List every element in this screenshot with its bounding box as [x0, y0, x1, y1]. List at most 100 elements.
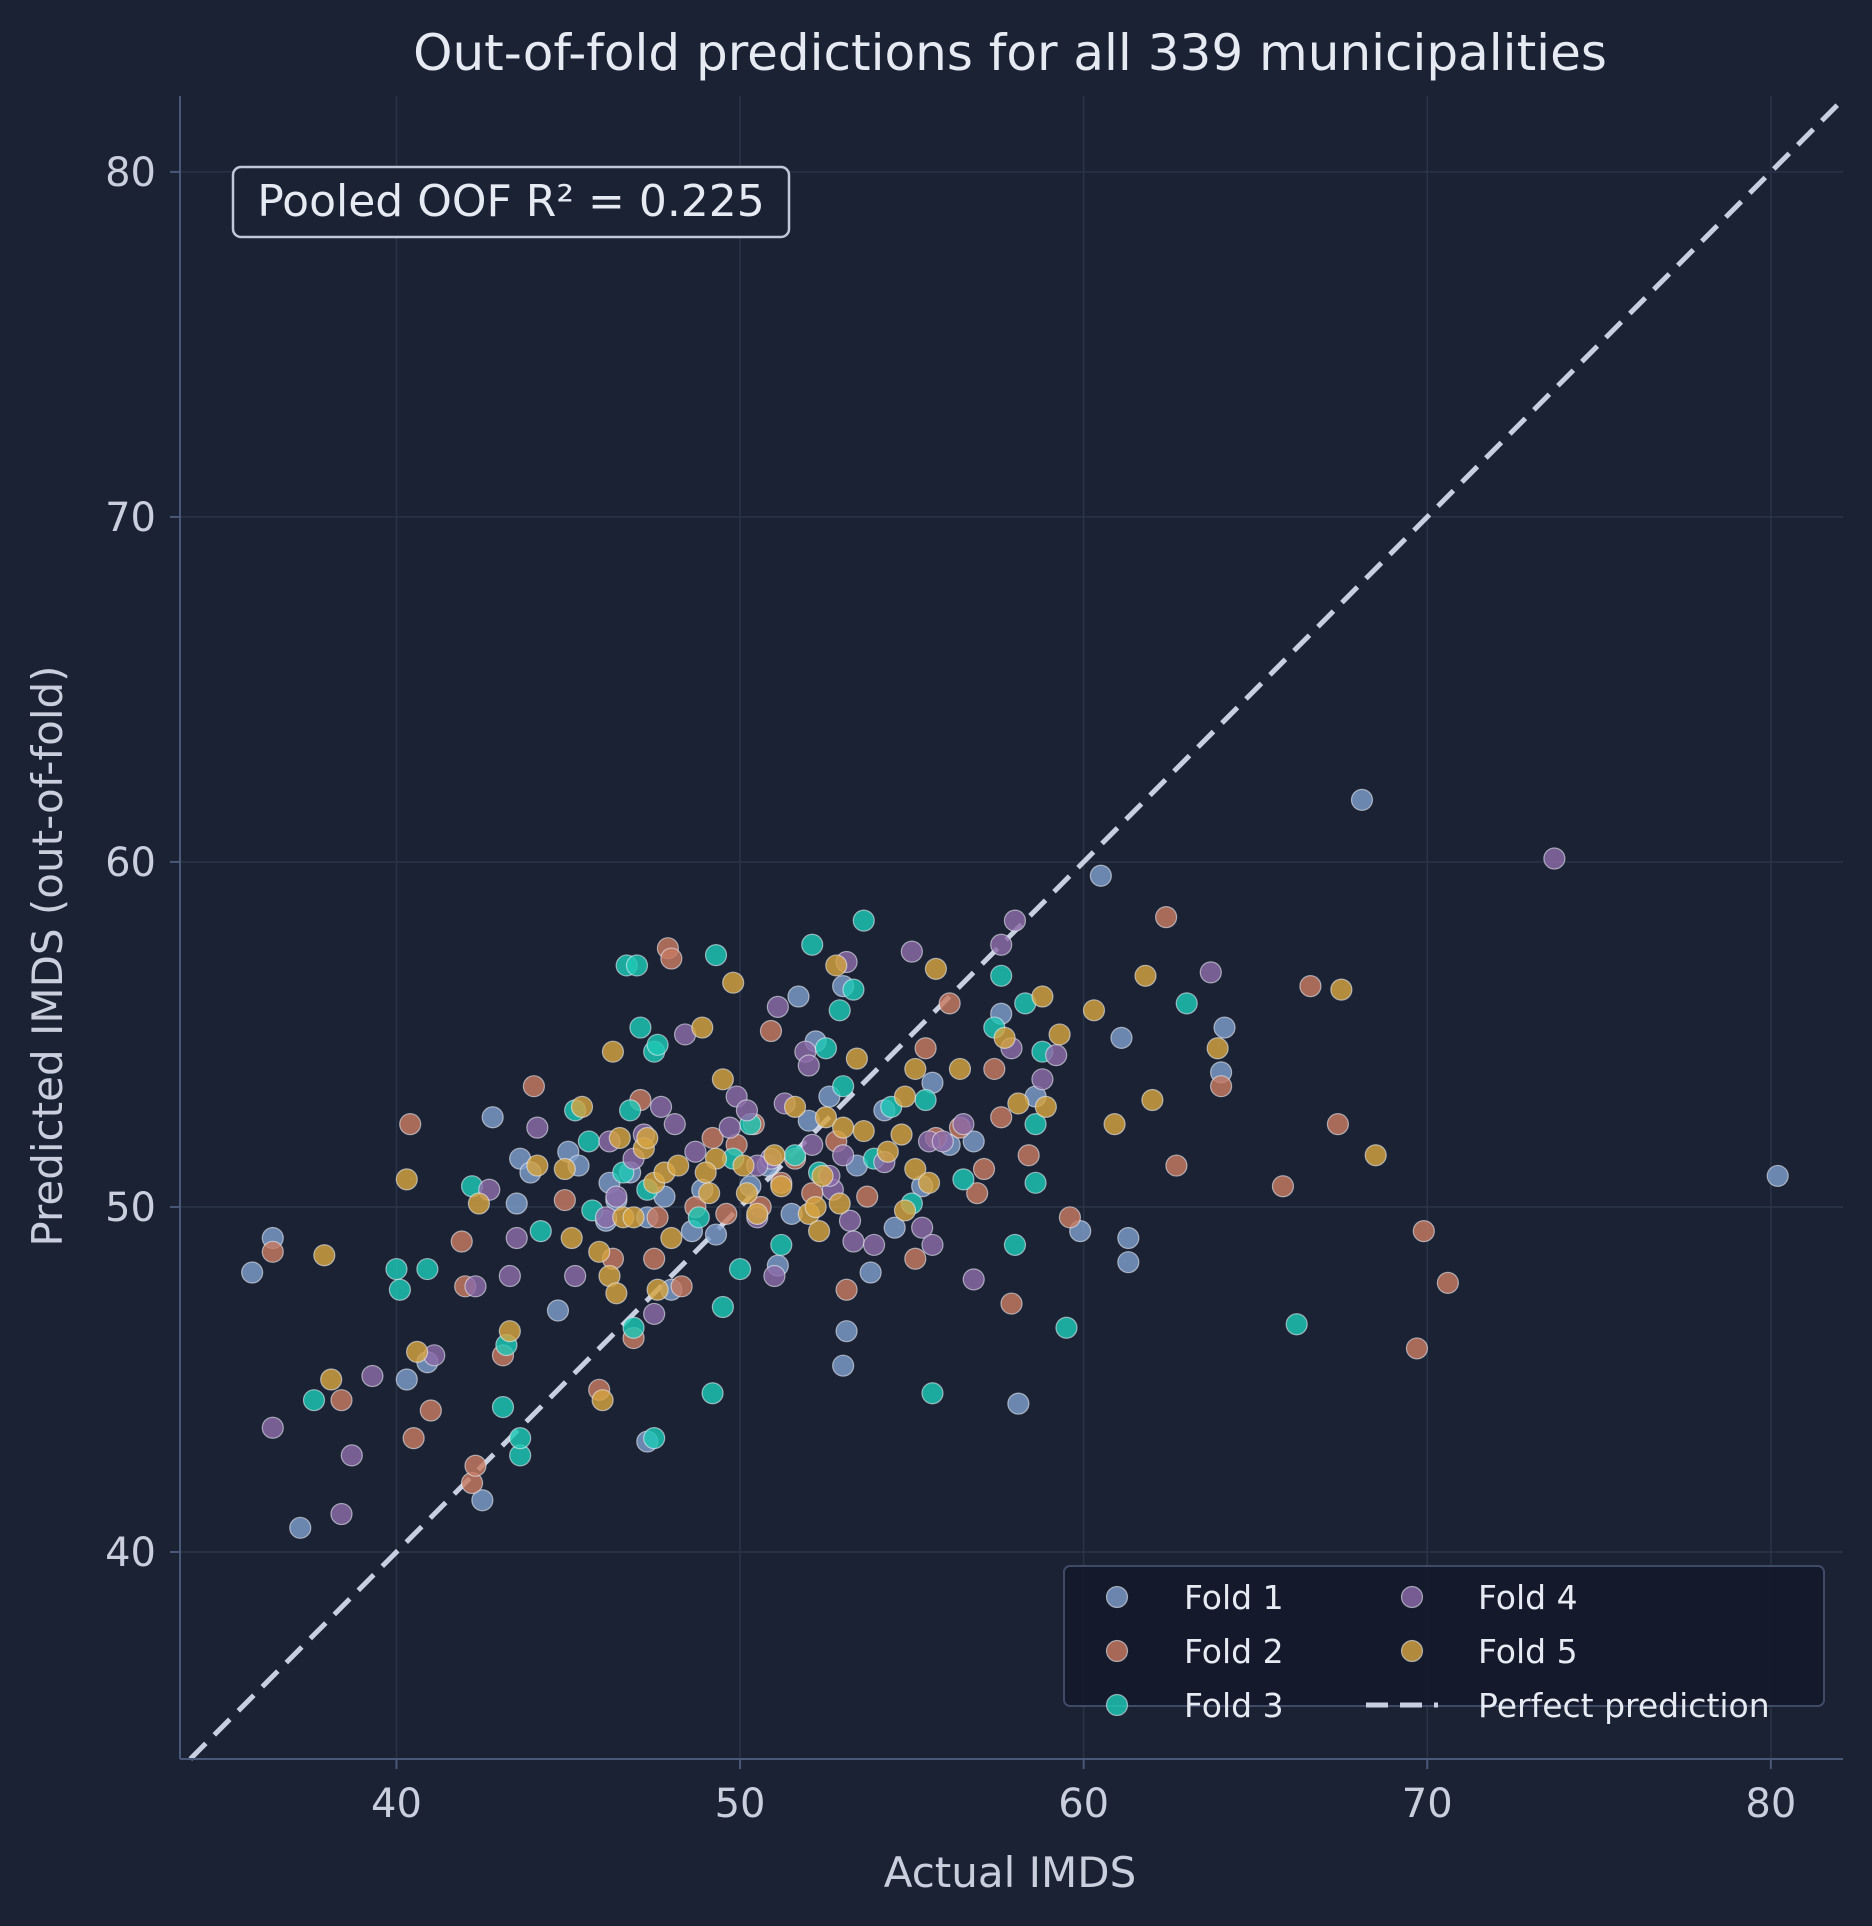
data-point [1436, 1271, 1459, 1294]
data-point [1271, 1175, 1295, 1198]
data-point [1045, 1044, 1068, 1067]
data-point [660, 1226, 683, 1250]
data-point [1003, 909, 1027, 932]
data-point [330, 1502, 353, 1526]
data-point [921, 1382, 944, 1405]
data-point [1024, 1171, 1047, 1194]
data-point [395, 1368, 418, 1391]
data-point [643, 1427, 666, 1450]
data-point [835, 1278, 858, 1301]
data-point [763, 1144, 786, 1167]
data-point [1326, 1113, 1350, 1136]
data-point [1285, 1313, 1308, 1336]
data-point [990, 964, 1013, 987]
data-point [832, 1116, 855, 1139]
data-point [646, 1206, 669, 1229]
data-point [313, 1244, 336, 1267]
data-point [845, 1047, 868, 1070]
data-point [649, 1095, 673, 1119]
data-point [505, 1226, 528, 1250]
x-tick-label: 80 [1745, 1781, 1796, 1827]
data-point [859, 1261, 882, 1284]
y-tick-label: 60 [105, 840, 156, 886]
data-point [625, 954, 649, 977]
data-point [893, 1085, 917, 1108]
data-point [924, 957, 948, 981]
data-point [1175, 992, 1198, 1015]
data-point [801, 1133, 824, 1156]
data-point [498, 1264, 521, 1288]
data-point [402, 1427, 425, 1450]
data-point [1000, 1292, 1023, 1315]
data-point [560, 1226, 583, 1250]
data-point [1543, 847, 1566, 870]
data-point [471, 1489, 494, 1512]
data-point [694, 1161, 717, 1184]
legend: Fold 1 Fold 2 Fold 3 Fold 4 Fold 5 Perfect pr… [1063, 1565, 1825, 1725]
data-point [1034, 1095, 1057, 1119]
data-point [1206, 1037, 1229, 1060]
y-tick-label: 40 [105, 1530, 156, 1576]
data-point [1213, 1016, 1236, 1039]
data-point [553, 1188, 576, 1212]
data-point [811, 1164, 834, 1188]
data-point [732, 1154, 755, 1177]
data-point [787, 985, 810, 1008]
legend-label: Fold 2 [1184, 1632, 1284, 1671]
data-point [450, 1230, 473, 1253]
data-point [588, 1240, 611, 1263]
data-point [522, 1075, 546, 1098]
data-point [395, 1168, 418, 1191]
data-point [670, 1275, 693, 1298]
data-point [890, 1123, 913, 1146]
data-point [361, 1364, 384, 1388]
data-point [728, 1257, 752, 1281]
data-point [399, 1113, 422, 1136]
annotation-box: Pooled OOF R² = 0.225 [231, 165, 791, 239]
y-axis-label: Predicted IMDS (out-of-fold) [23, 665, 72, 1246]
data-point [687, 1206, 710, 1229]
data-point [1141, 1088, 1164, 1112]
annotation-frame [231, 165, 791, 239]
data-point [1165, 1154, 1188, 1177]
data-point [1003, 1233, 1027, 1257]
data-point [814, 1037, 838, 1060]
data-point [931, 1130, 954, 1153]
data-point [828, 1192, 851, 1215]
data-point [1766, 1164, 1789, 1188]
data-point [1082, 999, 1106, 1022]
data-point [691, 1016, 714, 1039]
data-point [990, 933, 1013, 956]
data-point [1110, 1026, 1133, 1050]
data-point [759, 1019, 783, 1043]
legend-label: Perfect prediction [1478, 1686, 1770, 1725]
data-point [770, 1175, 793, 1198]
data-point [622, 1206, 645, 1229]
x-tick-label: 70 [1402, 1781, 1453, 1827]
data-point [1364, 1144, 1387, 1167]
data-point [1017, 1144, 1040, 1167]
data-point [636, 1126, 659, 1150]
grid [180, 96, 1843, 1759]
data-point [828, 999, 851, 1022]
data-point [1155, 906, 1178, 929]
data-point [835, 1320, 858, 1343]
data-point [904, 1247, 927, 1270]
data-point [1058, 1206, 1082, 1229]
data-point [1048, 1023, 1071, 1046]
data-point [643, 1247, 666, 1270]
data-point [646, 1278, 669, 1301]
x-tick-label: 40 [371, 1781, 422, 1827]
data-point [564, 1264, 587, 1288]
data-point [993, 1026, 1016, 1050]
data-point [1209, 1075, 1233, 1098]
data-point [1007, 1092, 1030, 1115]
x-axis-label: Actual IMDS [884, 1848, 1137, 1897]
data-point [1117, 1226, 1140, 1250]
data-point [852, 1119, 875, 1143]
data-point [735, 1099, 759, 1122]
data-point [330, 1389, 353, 1412]
data-point [704, 1223, 728, 1246]
data-point [704, 944, 728, 967]
